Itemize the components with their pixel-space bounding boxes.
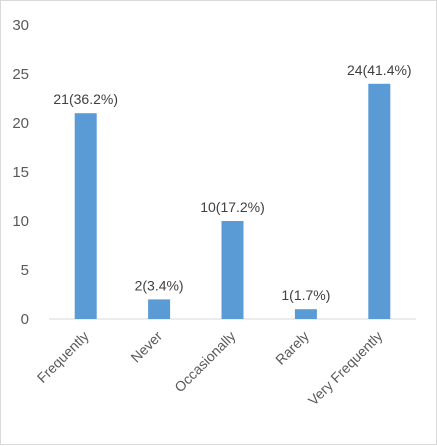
y-tick-label: 20 (12, 115, 29, 132)
category-label: Occasionally (171, 328, 238, 395)
data-label: 24(41.4%) (347, 62, 412, 78)
bar-occasionally (221, 221, 244, 319)
data-label: 10(17.2%) (200, 199, 265, 215)
data-label: 1(1.7%) (281, 287, 330, 303)
y-tick-label: 30 (12, 17, 29, 34)
data-label: 2(3.4%) (135, 277, 184, 293)
y-tick-label: 15 (12, 164, 29, 181)
data-label: 21(36.2%) (53, 91, 118, 107)
y-tick-label: 10 (12, 213, 29, 230)
y-tick-label: 0 (21, 311, 29, 328)
y-tick-label: 5 (21, 262, 29, 279)
bar-very-frequently (368, 83, 391, 319)
bar-never (148, 299, 171, 319)
category-label: Never (127, 328, 165, 366)
bar-frequently (74, 113, 97, 319)
category-label: Rarely (272, 328, 312, 368)
category-label: Frequently (34, 328, 92, 386)
category-label: Very Frequently (305, 328, 386, 409)
y-tick-label: 25 (12, 66, 29, 83)
bar-rarely (294, 309, 317, 319)
